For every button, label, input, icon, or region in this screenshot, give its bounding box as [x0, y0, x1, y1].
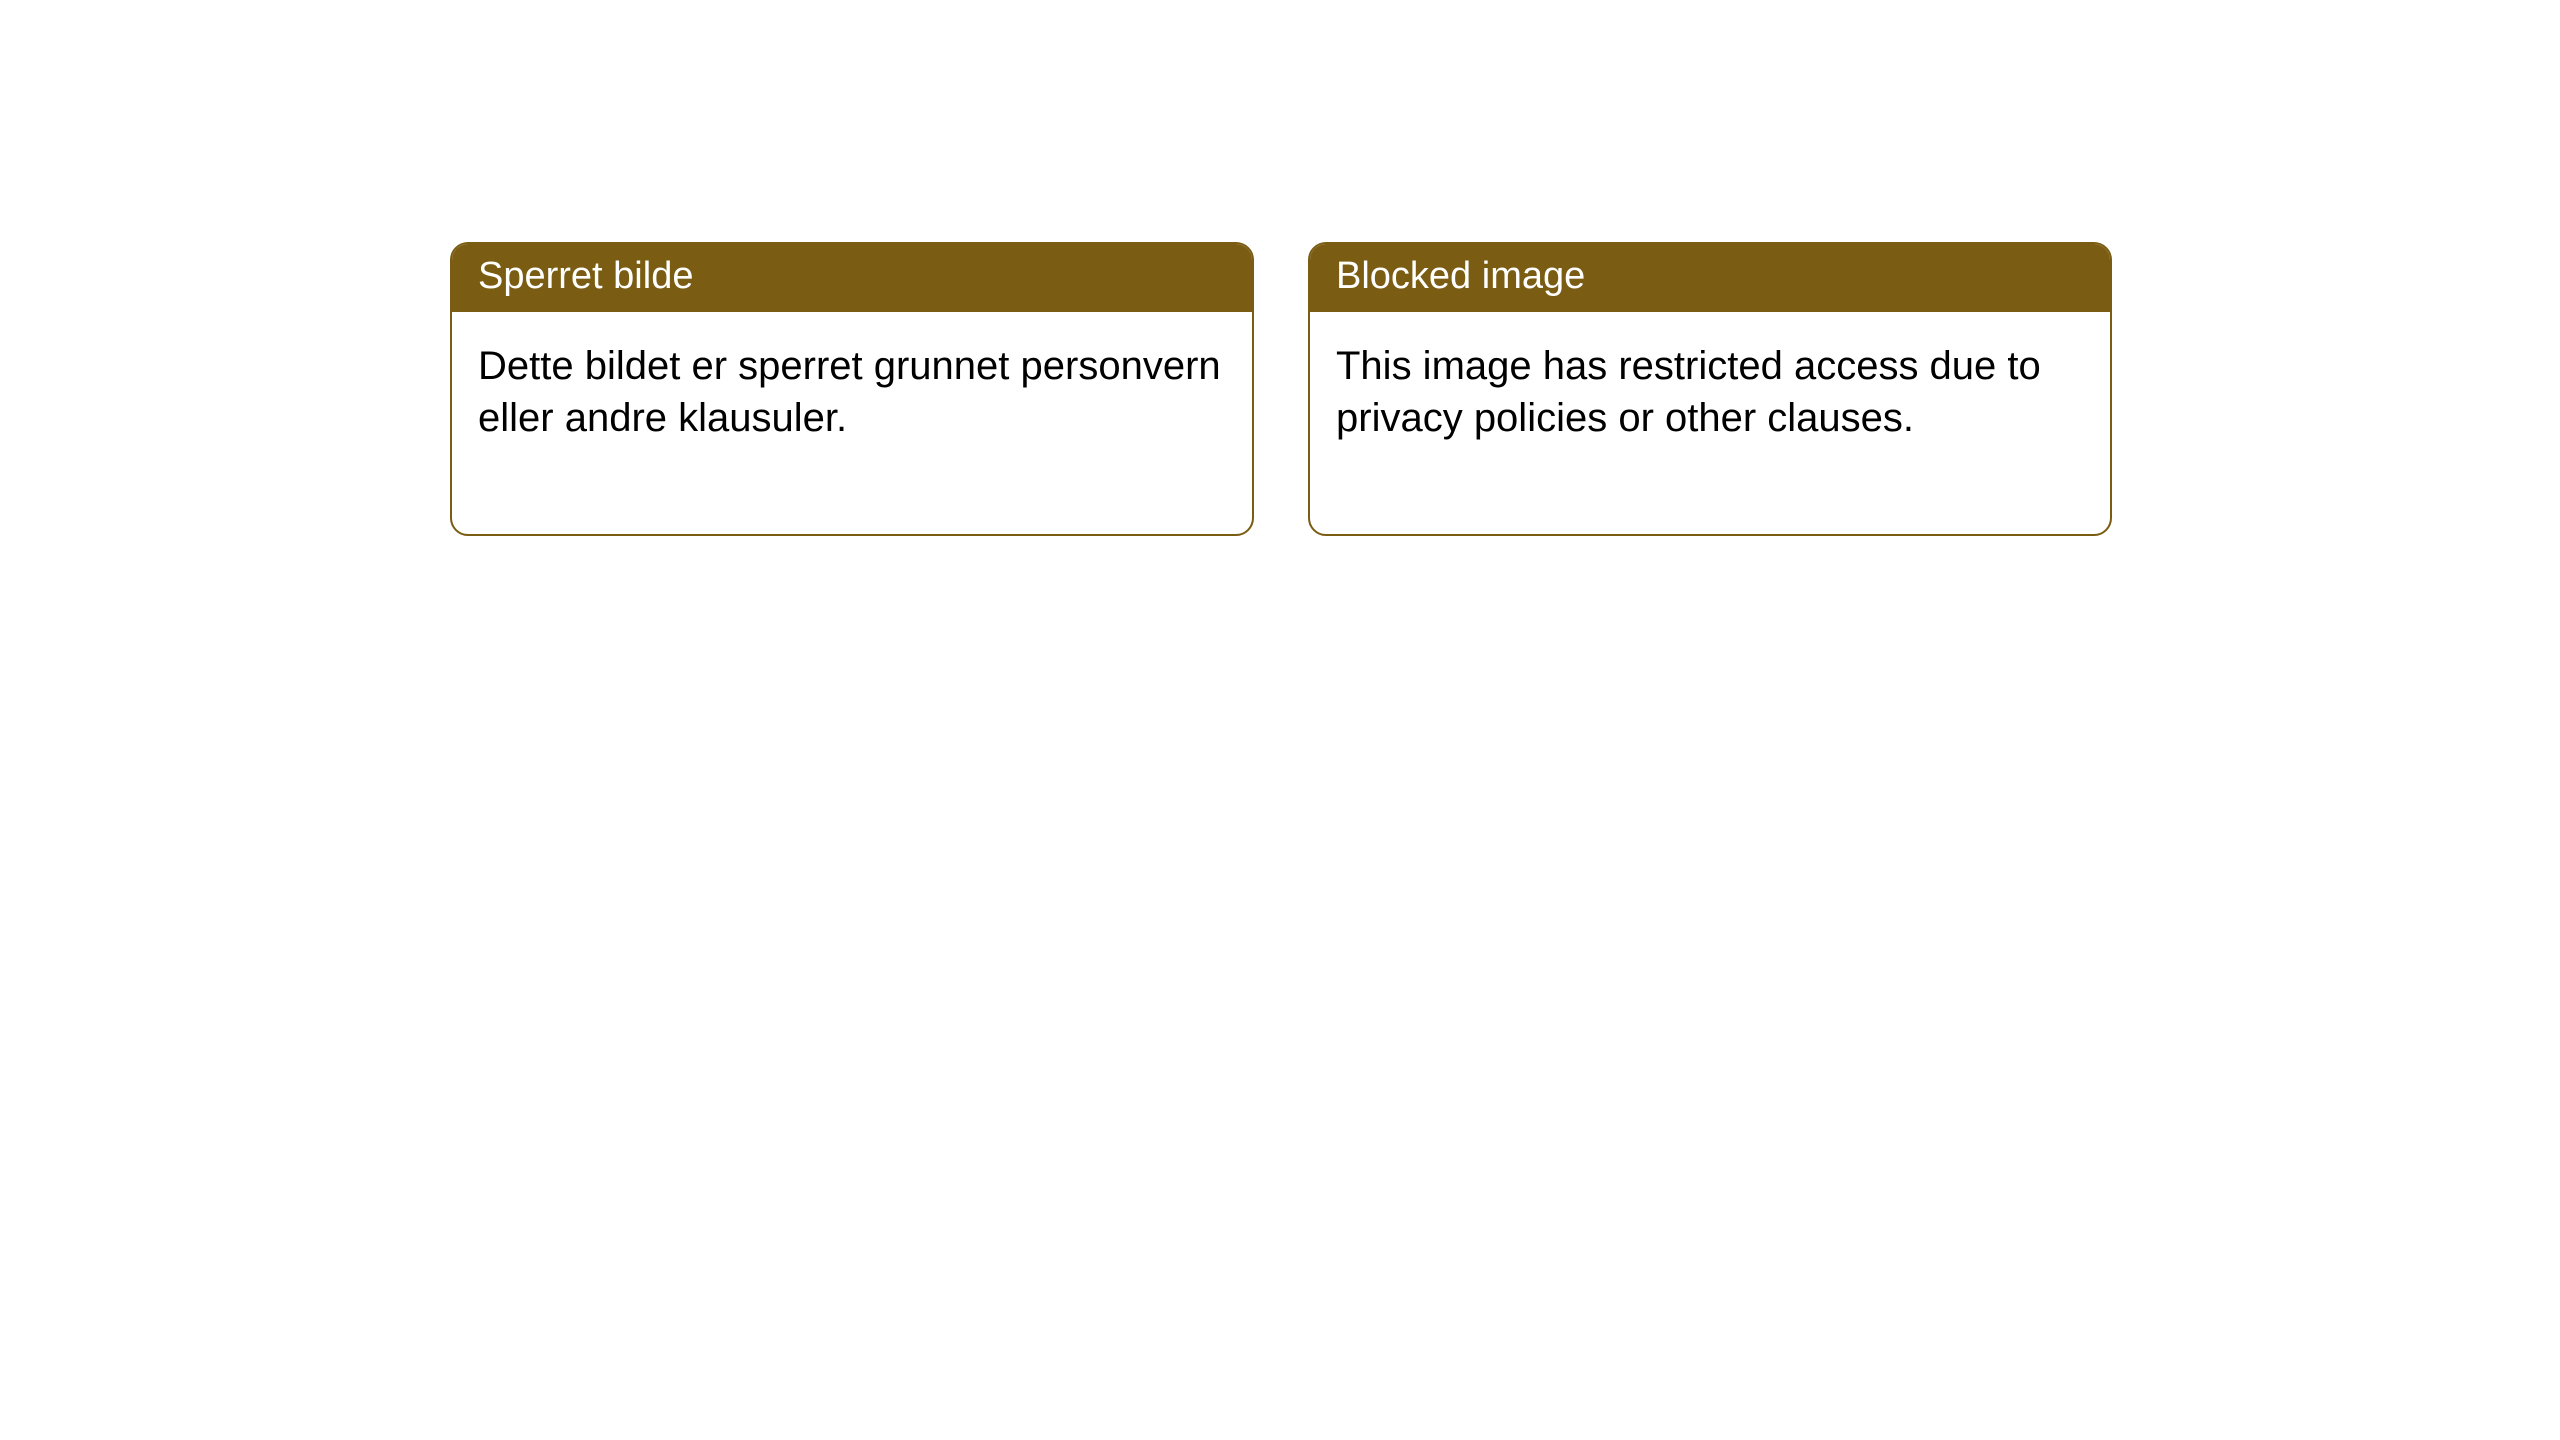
notice-title-en: Blocked image — [1310, 244, 2110, 312]
notice-title-no: Sperret bilde — [452, 244, 1252, 312]
notice-card-en: Blocked image This image has restricted … — [1308, 242, 2112, 536]
notice-card-no: Sperret bilde Dette bildet er sperret gr… — [450, 242, 1254, 536]
notice-container: Sperret bilde Dette bildet er sperret gr… — [0, 0, 2560, 536]
notice-body-en: This image has restricted access due to … — [1310, 312, 2110, 534]
notice-body-no: Dette bildet er sperret grunnet personve… — [452, 312, 1252, 534]
